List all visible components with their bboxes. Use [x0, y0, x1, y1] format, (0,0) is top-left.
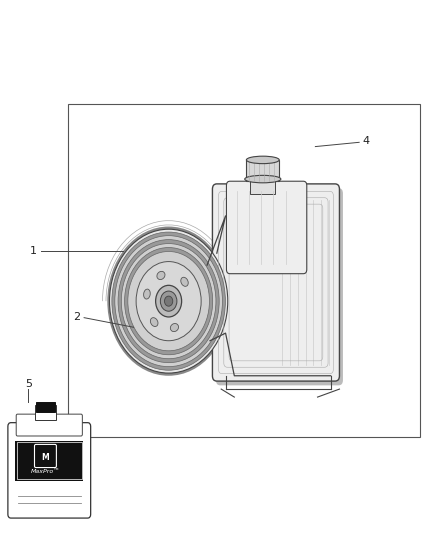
Ellipse shape: [246, 156, 279, 164]
Ellipse shape: [144, 289, 150, 299]
Circle shape: [136, 262, 201, 341]
Ellipse shape: [150, 318, 158, 327]
Text: 2: 2: [73, 312, 80, 322]
Ellipse shape: [170, 324, 179, 332]
Bar: [35, 405, 56, 420]
Text: 4: 4: [362, 136, 369, 146]
Circle shape: [121, 244, 216, 359]
Bar: [15, 441, 83, 481]
Circle shape: [165, 296, 173, 306]
Circle shape: [110, 229, 228, 373]
Bar: [17, 442, 82, 479]
FancyBboxPatch shape: [8, 423, 91, 518]
Ellipse shape: [157, 271, 165, 279]
Text: 5: 5: [25, 379, 32, 389]
FancyBboxPatch shape: [16, 414, 82, 436]
Bar: [246, 160, 279, 181]
Circle shape: [160, 291, 177, 311]
Ellipse shape: [181, 277, 188, 286]
FancyBboxPatch shape: [212, 184, 339, 381]
Text: M: M: [42, 453, 49, 462]
Circle shape: [112, 232, 226, 370]
Circle shape: [118, 240, 219, 362]
Circle shape: [155, 285, 182, 317]
Text: 1: 1: [29, 246, 36, 255]
Circle shape: [107, 227, 230, 376]
Ellipse shape: [245, 175, 281, 183]
Bar: [35, 402, 55, 412]
FancyBboxPatch shape: [226, 181, 307, 274]
FancyBboxPatch shape: [216, 188, 343, 385]
Circle shape: [115, 236, 223, 367]
Circle shape: [124, 247, 213, 355]
Text: MaxPro™: MaxPro™: [31, 470, 60, 474]
Bar: [68, 104, 420, 437]
Bar: [251, 179, 275, 194]
Circle shape: [128, 252, 209, 351]
FancyBboxPatch shape: [35, 445, 57, 467]
